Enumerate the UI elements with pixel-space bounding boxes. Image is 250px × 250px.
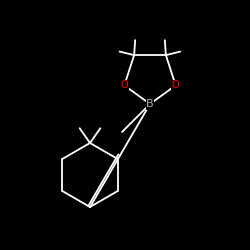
Text: B: B [146, 99, 154, 109]
Text: O: O [172, 80, 179, 90]
Text: O: O [120, 80, 128, 90]
